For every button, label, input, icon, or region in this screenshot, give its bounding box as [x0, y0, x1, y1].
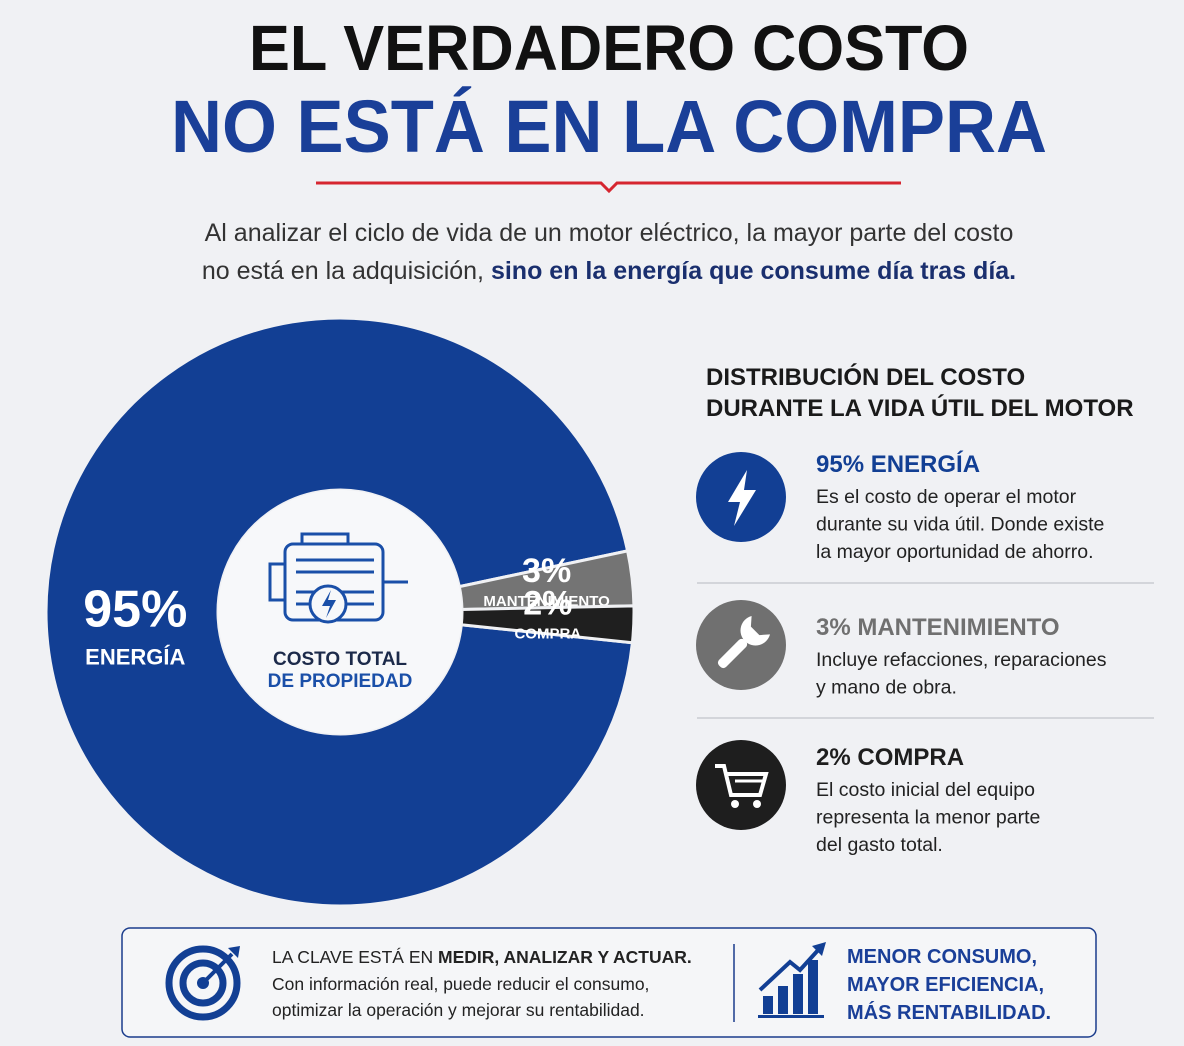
- item-title: 2% COMPRA: [816, 744, 964, 771]
- footer-text: Con información real, puede reducir el c…: [272, 974, 649, 994]
- intro-line-2: no está en la adquisición, sino en la en…: [202, 257, 1016, 285]
- title-line-1: EL VERDADERO COSTO: [249, 12, 969, 84]
- item-text: Incluye refacciones, reparaciones: [816, 649, 1107, 671]
- footer-box: [121, 927, 1097, 1038]
- intro-emphasis: sino en la energía que consume día tras …: [491, 257, 1016, 285]
- footer-lead: LA CLAVE ESTÁ EN MEDIR, ANALIZAR Y ACTUA…: [272, 947, 692, 967]
- footer-text: optimizar la operación y mejorar su rent…: [272, 1000, 645, 1020]
- item-text: El costo inicial del equipo: [816, 779, 1035, 801]
- slice-value-label: 95%: [83, 581, 187, 639]
- item-text: la mayor oportunidad de ahorro.: [816, 541, 1094, 563]
- item-text: Es el costo de operar el motor: [816, 486, 1077, 508]
- item-title: 3% MANTENIMIENTO: [816, 614, 1060, 641]
- intro-text: no está en la adquisición,: [202, 257, 491, 285]
- item-title: 95% ENERGÍA: [816, 450, 980, 478]
- slogan: MENOR CONSUMO,: [847, 946, 1037, 968]
- footer-lead-text: LA CLAVE ESTÁ EN: [272, 947, 438, 967]
- panel-heading: DURANTE LA VIDA ÚTIL DEL MOTOR: [706, 394, 1134, 422]
- title-line-2: NO ESTÁ EN LA COMPRA: [171, 85, 1047, 168]
- energy-icon: [696, 452, 786, 542]
- center-label: DE PROPIEDAD: [268, 671, 413, 692]
- item-text: del gasto total.: [816, 834, 943, 856]
- slice-category-label: COMPRA: [514, 626, 581, 643]
- intro-line-1: Al analizar el ciclo de vida de un motor…: [205, 219, 1014, 247]
- divider: [316, 181, 901, 194]
- maintenance-icon: [696, 600, 786, 690]
- motor-icon: [268, 532, 408, 624]
- slogan: MAYOR EFICIENCIA,: [847, 974, 1044, 996]
- slice-value-label: 3%: [522, 552, 571, 590]
- panel-heading: DISTRIBUCIÓN DEL COSTO: [706, 363, 1025, 391]
- item-text: y mano de obra.: [816, 677, 957, 699]
- footer-lead-emphasis: MEDIR, ANALIZAR Y ACTUAR.: [438, 947, 692, 967]
- target-icon: [165, 945, 241, 1021]
- growth-icon: [758, 942, 826, 1018]
- slice-category-label: ENERGÍA: [85, 645, 185, 670]
- purchase-icon: [696, 740, 786, 830]
- slice-value-label: 2%: [523, 585, 572, 623]
- item-text: representa la menor parte: [816, 807, 1040, 829]
- item-text: durante su vida útil. Donde existe: [816, 514, 1104, 536]
- slogan: MÁS RENTABILIDAD.: [847, 1001, 1051, 1024]
- panel-items: 95% ENERGÍA Es el costo de operar el moto…: [816, 450, 1107, 856]
- center-label: COSTO TOTAL: [273, 649, 407, 670]
